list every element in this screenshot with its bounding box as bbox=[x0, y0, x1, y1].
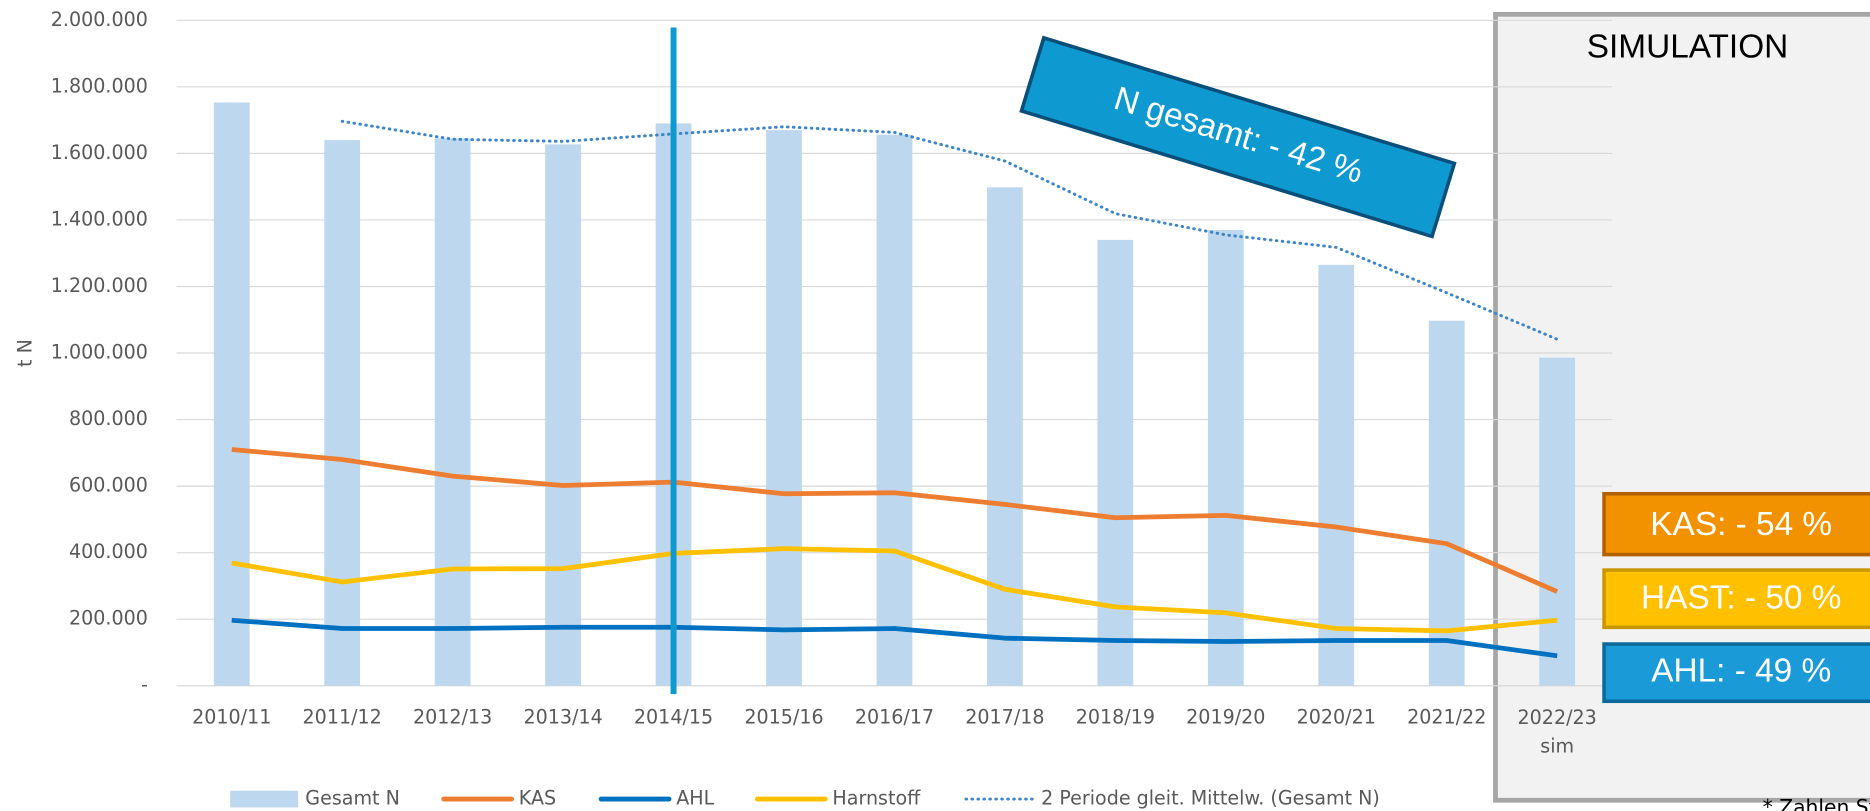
hast-box bbox=[1602, 568, 1870, 630]
source-note: * Zahlen Statist. Bundesamt bbox=[1763, 795, 1870, 811]
bar bbox=[1097, 239, 1134, 686]
y-tick-label: 1.800.000 bbox=[51, 75, 148, 97]
ahl-label: AHL: - 49 % bbox=[1651, 652, 1831, 689]
bar bbox=[434, 138, 471, 686]
y-tick-label: 2.000.000 bbox=[51, 9, 148, 31]
x-tick-label: 2018/19 bbox=[1076, 706, 1155, 728]
plot: - 200.000 400.000 600.000 800.000 1.000.000 1.… bbox=[51, 9, 1613, 757]
bar bbox=[545, 144, 581, 686]
y-tick-label: 1.400.000 bbox=[51, 208, 148, 230]
legend-swatch bbox=[230, 790, 299, 808]
series-line bbox=[340, 119, 1559, 341]
bar bbox=[876, 134, 913, 686]
kas-label: KAS: - 54 % bbox=[1650, 506, 1832, 543]
x-tick-label: 2010/11 bbox=[192, 706, 271, 728]
legend-label: 2 Periode gleit. Mittelw. (Gesamt N) bbox=[1041, 788, 1380, 810]
callout-box bbox=[1019, 35, 1457, 239]
bar bbox=[1539, 357, 1576, 686]
simulation-label: SIMULATION bbox=[1587, 29, 1789, 66]
kas-box bbox=[1602, 491, 1870, 557]
x-tick-label: 2013/14 bbox=[523, 706, 602, 728]
bar bbox=[324, 140, 361, 686]
y-tick-label: 800.000 bbox=[69, 408, 148, 430]
y-tick-label: 1.000.000 bbox=[51, 342, 148, 364]
y-tick-label: 400.000 bbox=[69, 541, 148, 563]
bar bbox=[1207, 229, 1244, 686]
series-line bbox=[231, 447, 1559, 594]
x-tick-label: 2022/23 sim bbox=[1518, 706, 1597, 757]
bar bbox=[987, 187, 1023, 686]
legend-label: AHL bbox=[676, 788, 714, 810]
y-tick-label: 1.600.000 bbox=[51, 142, 148, 164]
y-tick-label: 600.000 bbox=[69, 475, 148, 497]
x-tick-label: 2020/21 bbox=[1297, 706, 1376, 728]
series-line bbox=[231, 546, 1558, 634]
hast-label: HAST: - 50 % bbox=[1641, 580, 1841, 617]
x-tick-label: 2017/18 bbox=[965, 706, 1044, 728]
y-tick-label: 200.000 bbox=[69, 608, 148, 630]
y-axis-label: t N bbox=[15, 339, 37, 367]
y-tick-label: - bbox=[141, 674, 148, 696]
n-total-callout: N gesamt: - 42 % bbox=[1019, 35, 1457, 239]
x-tick-label: 2016/17 bbox=[855, 706, 934, 728]
bar bbox=[1428, 320, 1465, 686]
x-tick-label: 2012/13 bbox=[413, 706, 492, 728]
x-tick-label: 2019/20 bbox=[1186, 706, 1265, 728]
y-tick-label: 1.200.000 bbox=[51, 275, 148, 297]
series-line bbox=[231, 617, 1558, 659]
ahl-box bbox=[1602, 642, 1870, 704]
legend-label: KAS bbox=[519, 788, 556, 810]
bar bbox=[213, 102, 250, 686]
legend-label: Harnstoff bbox=[832, 788, 921, 810]
x-tick-label: 2014/15 bbox=[634, 706, 713, 728]
bar bbox=[766, 130, 802, 686]
x-tick-label: 2015/16 bbox=[744, 706, 823, 728]
bar bbox=[1318, 264, 1355, 686]
legend-label: Gesamt N bbox=[305, 788, 400, 810]
x-tick-label: 2011/12 bbox=[303, 706, 382, 728]
x-tick-label: 2021/22 bbox=[1407, 706, 1486, 728]
